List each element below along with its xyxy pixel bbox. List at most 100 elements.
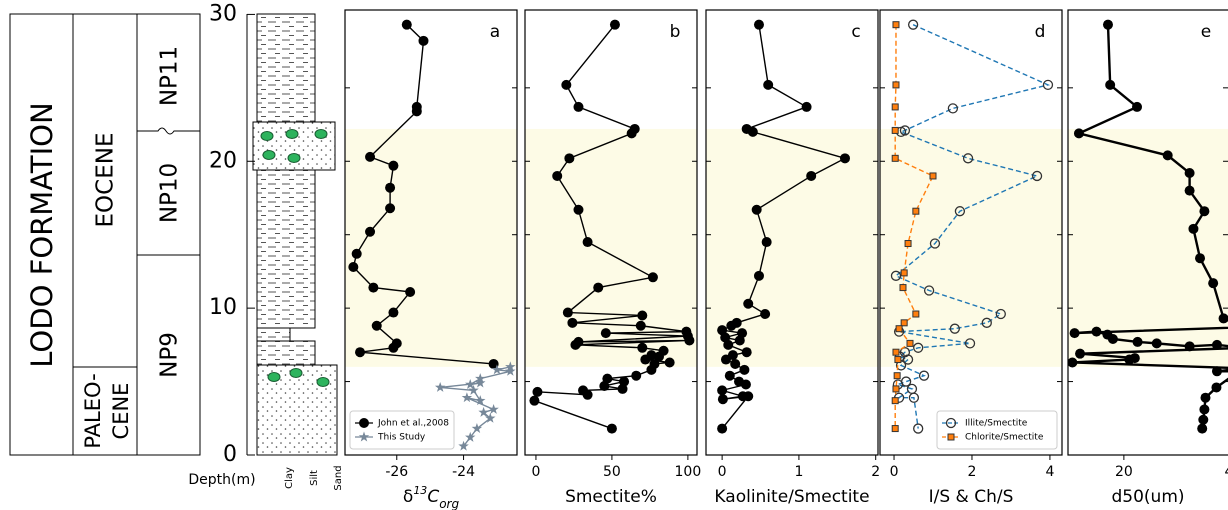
- panel-label: a: [490, 22, 500, 42]
- data-point: [720, 354, 731, 365]
- data-point: [1132, 101, 1143, 112]
- data-point: [753, 270, 764, 281]
- x-axis-label: δ13Corg: [403, 484, 460, 510]
- data-point: [918, 370, 930, 381]
- data-point: [1199, 404, 1210, 415]
- lithology: [252, 13, 338, 456]
- data-point: [1184, 185, 1195, 196]
- legend-box: [349, 410, 455, 450]
- y-tick-label: 20: [209, 148, 237, 173]
- epoch-label: CENE: [109, 383, 133, 440]
- x-tick-label: 20: [1115, 464, 1133, 480]
- data-point: [1188, 223, 1199, 234]
- data-point: [631, 370, 642, 381]
- data-point: [900, 269, 908, 277]
- data-point: [654, 351, 665, 362]
- data-point: [600, 328, 611, 339]
- data-point: [891, 103, 899, 111]
- data-point: [1069, 328, 1080, 339]
- data-point: [491, 364, 503, 375]
- data-point: [617, 383, 628, 394]
- data-point: [899, 284, 907, 292]
- nodule: [285, 129, 299, 139]
- x-axis-label: Kaolinite/Smectite: [714, 487, 869, 507]
- data-point: [891, 397, 899, 405]
- epoch-label: PALEO-: [81, 373, 105, 448]
- legend-box: [936, 410, 1058, 450]
- x-tick-label: 2: [871, 464, 880, 480]
- data-point: [1211, 382, 1222, 393]
- data-point: [801, 101, 812, 112]
- legend-label: John et al.,2008: [377, 419, 449, 429]
- data-point: [637, 310, 648, 321]
- data-point: [1162, 150, 1173, 161]
- x-axis-label-part: 13: [413, 484, 427, 497]
- data-point: [1091, 326, 1102, 337]
- legend-marker: [945, 417, 957, 429]
- data-point: [890, 270, 902, 281]
- data-point: [730, 358, 741, 369]
- panel-frame: [524, 9, 698, 456]
- data-point: [947, 103, 959, 114]
- panel-frame: [1067, 9, 1228, 456]
- x-tick-label: 0: [531, 464, 540, 480]
- data-point: [1198, 414, 1209, 425]
- clay-layer: [256, 13, 316, 329]
- data-point: [434, 381, 446, 392]
- data-point: [567, 317, 578, 328]
- panel-frame: [705, 9, 879, 456]
- data-point: [995, 308, 1006, 320]
- x-tick-label: 4: [1045, 464, 1054, 480]
- data-point: [1200, 392, 1211, 403]
- x-tick-label: 0: [718, 464, 727, 480]
- data-point: [371, 320, 382, 331]
- x-tick-label: 1: [794, 464, 803, 480]
- data-point: [573, 204, 584, 215]
- panel-frame: [879, 9, 1063, 456]
- data-point: [582, 237, 593, 248]
- legend-marker: [359, 418, 369, 428]
- strat-column: [9, 13, 201, 456]
- nodule: [314, 129, 328, 139]
- plot-area: [529, 19, 695, 434]
- data-point: [475, 395, 486, 406]
- data-point: [1184, 168, 1195, 179]
- data-point: [573, 101, 584, 112]
- unconformity: [137, 127, 200, 135]
- data-point: [1042, 79, 1054, 91]
- zone-label: NP9: [157, 332, 183, 378]
- panel-label: e: [1201, 22, 1211, 42]
- x-tick-label: 0: [890, 464, 899, 480]
- data-point: [892, 81, 900, 89]
- data-point: [763, 79, 774, 90]
- strat-frame: [9, 13, 201, 456]
- x-axis-label-part: org: [439, 497, 459, 510]
- plot-area: [717, 19, 850, 434]
- data-point: [964, 338, 976, 349]
- legend-label: This Study: [377, 433, 426, 443]
- data-point: [724, 370, 735, 381]
- data-point: [892, 385, 900, 393]
- data-point: [465, 379, 476, 389]
- x-axis-label-part: d50(um): [1111, 487, 1184, 507]
- data-point: [981, 317, 992, 328]
- data-point: [647, 272, 658, 283]
- x-axis-label-part: I/S & Ch/S: [929, 487, 1014, 507]
- data-point: [891, 425, 899, 433]
- epoch-label: EOCENE: [93, 133, 119, 228]
- data-point: [743, 298, 754, 309]
- data-point: [902, 354, 914, 365]
- data-point: [385, 182, 396, 193]
- zone-label: NP11: [157, 46, 183, 106]
- data-point: [637, 342, 648, 353]
- data-point: [488, 403, 499, 414]
- data-point: [532, 386, 543, 397]
- data-point: [760, 309, 771, 320]
- legend-label: Illite/Smectite: [965, 419, 1028, 429]
- data-point: [606, 423, 617, 434]
- data-point: [895, 325, 903, 333]
- x-tick-label: 40: [1225, 464, 1228, 480]
- data-point: [552, 170, 563, 181]
- data-point: [751, 204, 762, 215]
